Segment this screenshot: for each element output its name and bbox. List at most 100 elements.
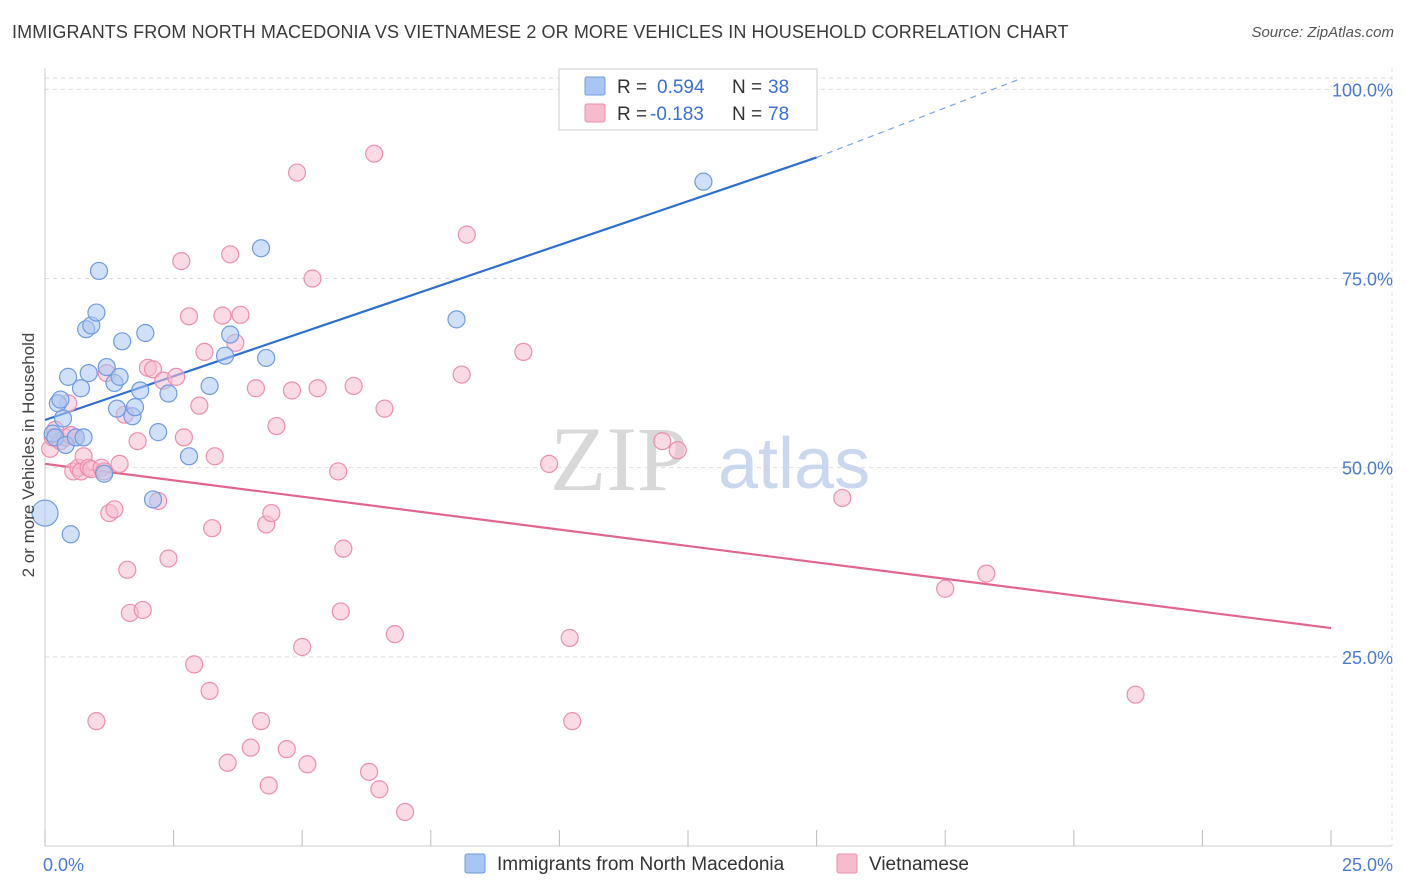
legend-r-label-blue: R = [617, 77, 647, 98]
point-vietnamese [118, 560, 137, 579]
point-vietnamese [668, 441, 687, 460]
point-north-macedonia [694, 172, 713, 191]
point-vietnamese [200, 681, 219, 700]
point-vietnamese [174, 428, 193, 447]
point-north-macedonia [113, 332, 132, 351]
point-vietnamese [308, 379, 327, 398]
point-north-macedonia [95, 464, 114, 483]
point-vietnamese [277, 740, 296, 759]
bottom-legend-label-blue: Immigrants from North Macedonia [497, 854, 785, 875]
bottom-legend-swatch-blue [464, 853, 486, 874]
point-vietnamese [1126, 685, 1145, 704]
point-north-macedonia [51, 390, 70, 409]
bottom-legend-swatch-pink [836, 853, 858, 874]
y-tick-label: 50.0% [1342, 459, 1393, 479]
point-north-macedonia [74, 428, 93, 447]
point-vietnamese [205, 447, 224, 466]
point-vietnamese [267, 416, 286, 436]
point-vietnamese [936, 579, 955, 598]
point-vietnamese [563, 712, 582, 731]
point-north-macedonia [159, 384, 178, 403]
point-vietnamese [221, 245, 240, 264]
point-north-macedonia [149, 423, 168, 442]
point-vietnamese [298, 755, 317, 774]
point-north-macedonia [447, 310, 466, 329]
point-vietnamese [203, 519, 222, 538]
point-vietnamese [259, 776, 278, 795]
legend-n-value-blue: 38 [768, 77, 789, 98]
point-vietnamese [833, 488, 852, 508]
legend-n-label-blue: N = [732, 77, 762, 98]
point-vietnamese [977, 564, 996, 583]
point-vietnamese [540, 454, 559, 473]
trend-line-vietnamese [44, 462, 1332, 630]
x-tick-label: 25.0% [1342, 855, 1393, 875]
point-vietnamese [385, 625, 404, 644]
point-north-macedonia [251, 239, 271, 258]
point-north-macedonia [107, 399, 127, 418]
point-north-macedonia [125, 398, 145, 417]
point-vietnamese [159, 549, 178, 568]
point-vietnamese [452, 365, 471, 384]
point-vietnamese [172, 252, 191, 271]
watermark-zip: ZIP [550, 408, 688, 510]
watermark: ZIP atlas [550, 408, 870, 510]
point-vietnamese [282, 381, 302, 400]
legend-swatch-pink [584, 103, 606, 123]
legend-r-label-pink: R = [617, 104, 647, 125]
bottom-legend: Immigrants from North Macedonia Vietname… [464, 853, 969, 875]
point-north-macedonia [136, 323, 155, 343]
point-north-macedonia [131, 381, 150, 400]
point-north-macedonia [61, 525, 80, 544]
point-vietnamese [287, 163, 307, 182]
y-tick-label: 100.0% [1332, 80, 1393, 100]
y-axis-label: 2 or more Vehicles in Household [19, 333, 38, 578]
y-tick-label: 75.0% [1342, 270, 1393, 290]
legend-box: R = 0.594 N = 38 R = -0.183 N = 78 [558, 68, 818, 131]
point-vietnamese [344, 376, 363, 396]
point-vietnamese [87, 712, 106, 731]
point-north-macedonia [79, 363, 98, 383]
point-vietnamese [218, 753, 237, 772]
point-north-macedonia [97, 357, 116, 377]
point-vietnamese [143, 360, 163, 379]
point-north-macedonia [215, 346, 235, 365]
point-vietnamese [395, 802, 415, 822]
point-vietnamese [251, 712, 271, 731]
point-vietnamese [133, 600, 152, 620]
source-credit: Source: ZipAtlas.com [1251, 24, 1394, 41]
point-north-macedonia [59, 367, 78, 386]
point-vietnamese [370, 780, 389, 799]
trend-lines [44, 77, 1332, 630]
point-vietnamese [365, 144, 384, 163]
legend-swatch-blue [584, 76, 606, 96]
axes [44, 68, 1392, 847]
point-vietnamese [262, 503, 281, 523]
x-tick-label: 0.0% [43, 855, 84, 875]
point-vietnamese [128, 432, 147, 451]
point-north-macedonia [89, 261, 109, 281]
point-vietnamese [359, 762, 379, 781]
legend-n-label-pink: N = [732, 104, 762, 125]
point-vietnamese [246, 379, 266, 398]
point-north-macedonia [71, 379, 91, 398]
point-vietnamese [231, 305, 250, 324]
legend-r-value-pink: -0.183 [650, 104, 704, 125]
point-vietnamese [179, 307, 199, 326]
point-vietnamese [213, 306, 232, 325]
point-north-macedonia [143, 490, 163, 509]
point-vietnamese [190, 396, 209, 415]
scatter-points [31, 144, 1145, 822]
point-north-macedonia [31, 499, 59, 527]
point-north-macedonia [221, 325, 240, 344]
point-vietnamese [293, 637, 312, 657]
point-vietnamese [303, 269, 322, 288]
point-vietnamese [560, 628, 579, 648]
point-vietnamese [110, 454, 129, 473]
point-vietnamese [329, 462, 348, 481]
point-vietnamese [375, 399, 394, 418]
point-vietnamese [457, 225, 476, 244]
point-north-macedonia [257, 348, 276, 368]
point-north-macedonia [53, 409, 73, 428]
point-vietnamese [105, 500, 124, 519]
